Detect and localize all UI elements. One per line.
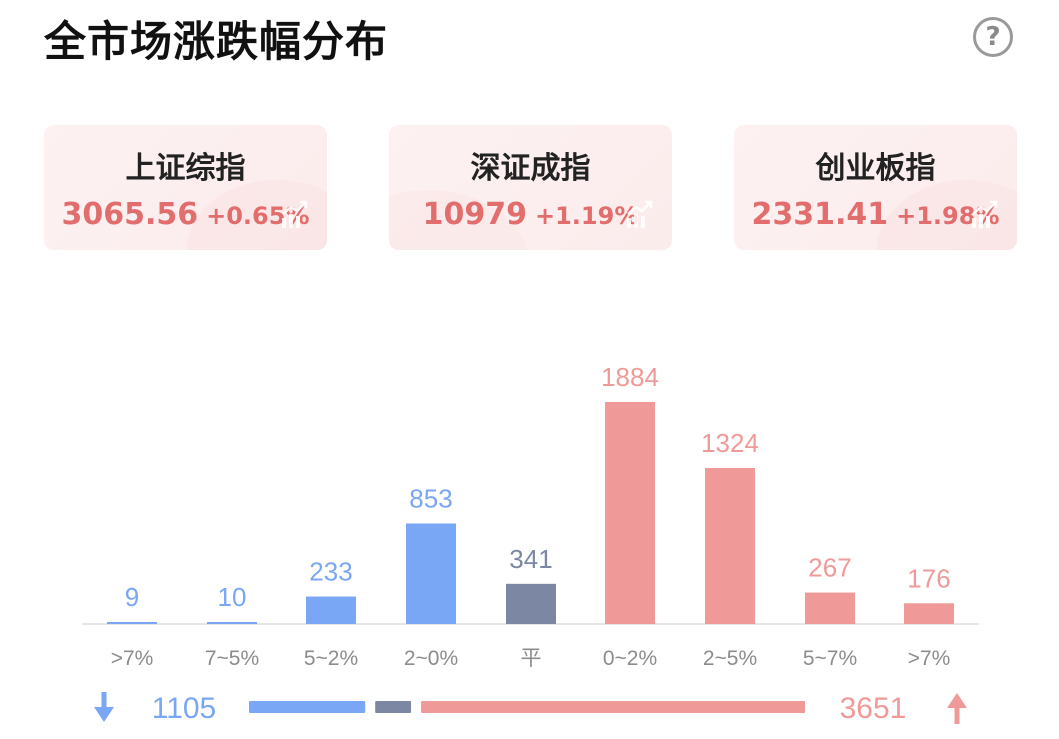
category-label: >7% (111, 647, 154, 670)
down-proportion-bar (249, 701, 366, 713)
bar-value-label: 1324 (701, 428, 759, 458)
down-arrow-icon (94, 692, 114, 722)
category-label: 5~2% (304, 647, 358, 670)
bar-value-label: 176 (907, 563, 950, 593)
category-label: 0~2% (603, 647, 657, 670)
bar-4[interactable] (506, 583, 556, 624)
index-card-shenzhen[interactable]: 深证成指 10979 +1.19% (389, 125, 672, 250)
bar-value-label: 233 (309, 557, 352, 587)
bar-value-label: 1884 (601, 362, 659, 392)
bar-value-label: 341 (509, 544, 552, 574)
flat-proportion-bar (375, 701, 412, 713)
index-value: 3065.56 (61, 197, 199, 232)
bar-value-label: 853 (409, 483, 452, 513)
category-label: 2~5% (703, 647, 757, 670)
distribution-chart: 9 >7% 10 7~5% 233 5~2% 853 2~0% 341 平 1884 0~2% 1324… (82, 362, 979, 725)
up-total-count: 3651 (840, 692, 907, 725)
index-change: +1.19% (535, 202, 639, 230)
bar-8[interactable] (904, 603, 954, 624)
category-label: 2~0% (404, 647, 458, 670)
bar-6[interactable] (705, 467, 755, 624)
index-card-shanghai[interactable]: 上证综指 3065.56 +0.65% (44, 125, 327, 250)
bar-value-label: 267 (808, 553, 851, 583)
index-name: 深证成指 (470, 151, 591, 186)
bar-value-label: 9 (125, 582, 139, 612)
trend-up-icon (627, 200, 653, 228)
bar-5[interactable] (605, 402, 655, 624)
index-value: 10979 (422, 197, 527, 232)
bar-3[interactable] (406, 523, 456, 624)
page-title: 全市场涨跌幅分布 (44, 17, 389, 66)
trend-up-icon (282, 200, 308, 228)
index-name: 创业板指 (815, 151, 936, 186)
category-label: 平 (521, 647, 542, 670)
index-name: 上证综指 (125, 151, 246, 186)
index-value: 2331.41 (751, 197, 889, 232)
bar-1[interactable] (207, 622, 257, 624)
bar-value-label: 10 (218, 582, 247, 612)
help-icon[interactable]: ? (973, 17, 1013, 57)
bar-0[interactable] (107, 622, 157, 624)
category-label: 5~7% (803, 647, 857, 670)
category-label: 7~5% (205, 647, 259, 670)
trend-up-icon (972, 200, 998, 228)
index-card-chinext[interactable]: 创业板指 2331.41 +1.98% (734, 125, 1017, 250)
up-arrow-icon (947, 693, 967, 724)
bar-2[interactable] (306, 596, 356, 624)
bar-7[interactable] (805, 592, 855, 624)
category-label: >7% (908, 647, 951, 670)
down-total-count: 1105 (152, 692, 217, 725)
up-proportion-bar (421, 701, 805, 713)
